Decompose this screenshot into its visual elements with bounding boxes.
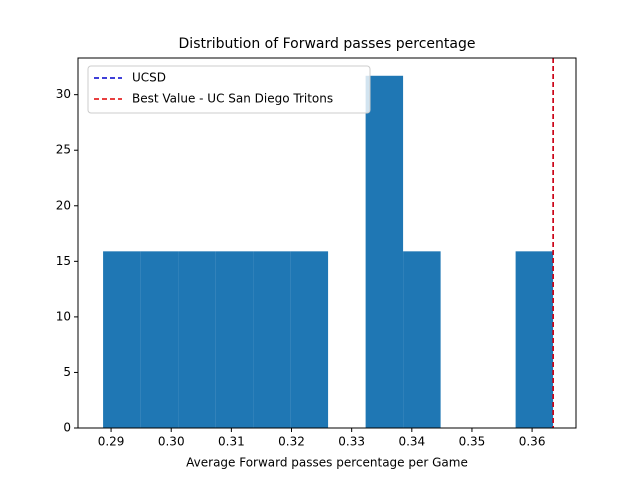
bar — [365, 75, 404, 429]
y-tick-label: 0 — [63, 421, 71, 435]
chart-title: Distribution of Forward passes percentag… — [179, 36, 476, 52]
bar — [403, 251, 441, 428]
legend-label: UCSD — [132, 71, 166, 85]
y-tick-label: 10 — [56, 309, 71, 323]
bar — [103, 251, 141, 428]
plot-frame — [77, 57, 577, 429]
bar — [290, 251, 329, 428]
bar — [253, 251, 291, 428]
bar — [215, 251, 254, 428]
x-tick-label: 0.34 — [398, 435, 425, 449]
legend-label: Best Value - UC San Diego Tritons — [132, 92, 333, 106]
x-tick-label: 0.31 — [218, 435, 245, 449]
y-tick-label: 30 — [56, 87, 71, 101]
bar — [178, 251, 216, 428]
x-tick-label: 0.35 — [459, 435, 486, 449]
x-tick-label: 0.36 — [519, 435, 546, 449]
x-axis-label: Average Forward passes percentage per Ga… — [186, 456, 468, 470]
y-tick-label: 5 — [63, 365, 71, 379]
y-tick-label: 25 — [56, 143, 71, 157]
x-tick-label: 0.32 — [278, 435, 305, 449]
bar — [140, 251, 179, 428]
bar — [515, 251, 554, 428]
y-tick-label: 20 — [56, 198, 71, 212]
x-tick-label: 0.33 — [338, 435, 365, 449]
x-tick-label: 0.29 — [98, 435, 125, 449]
legend-box — [87, 65, 371, 114]
x-tick-label: 0.30 — [158, 435, 185, 449]
y-tick-label: 15 — [56, 254, 71, 268]
